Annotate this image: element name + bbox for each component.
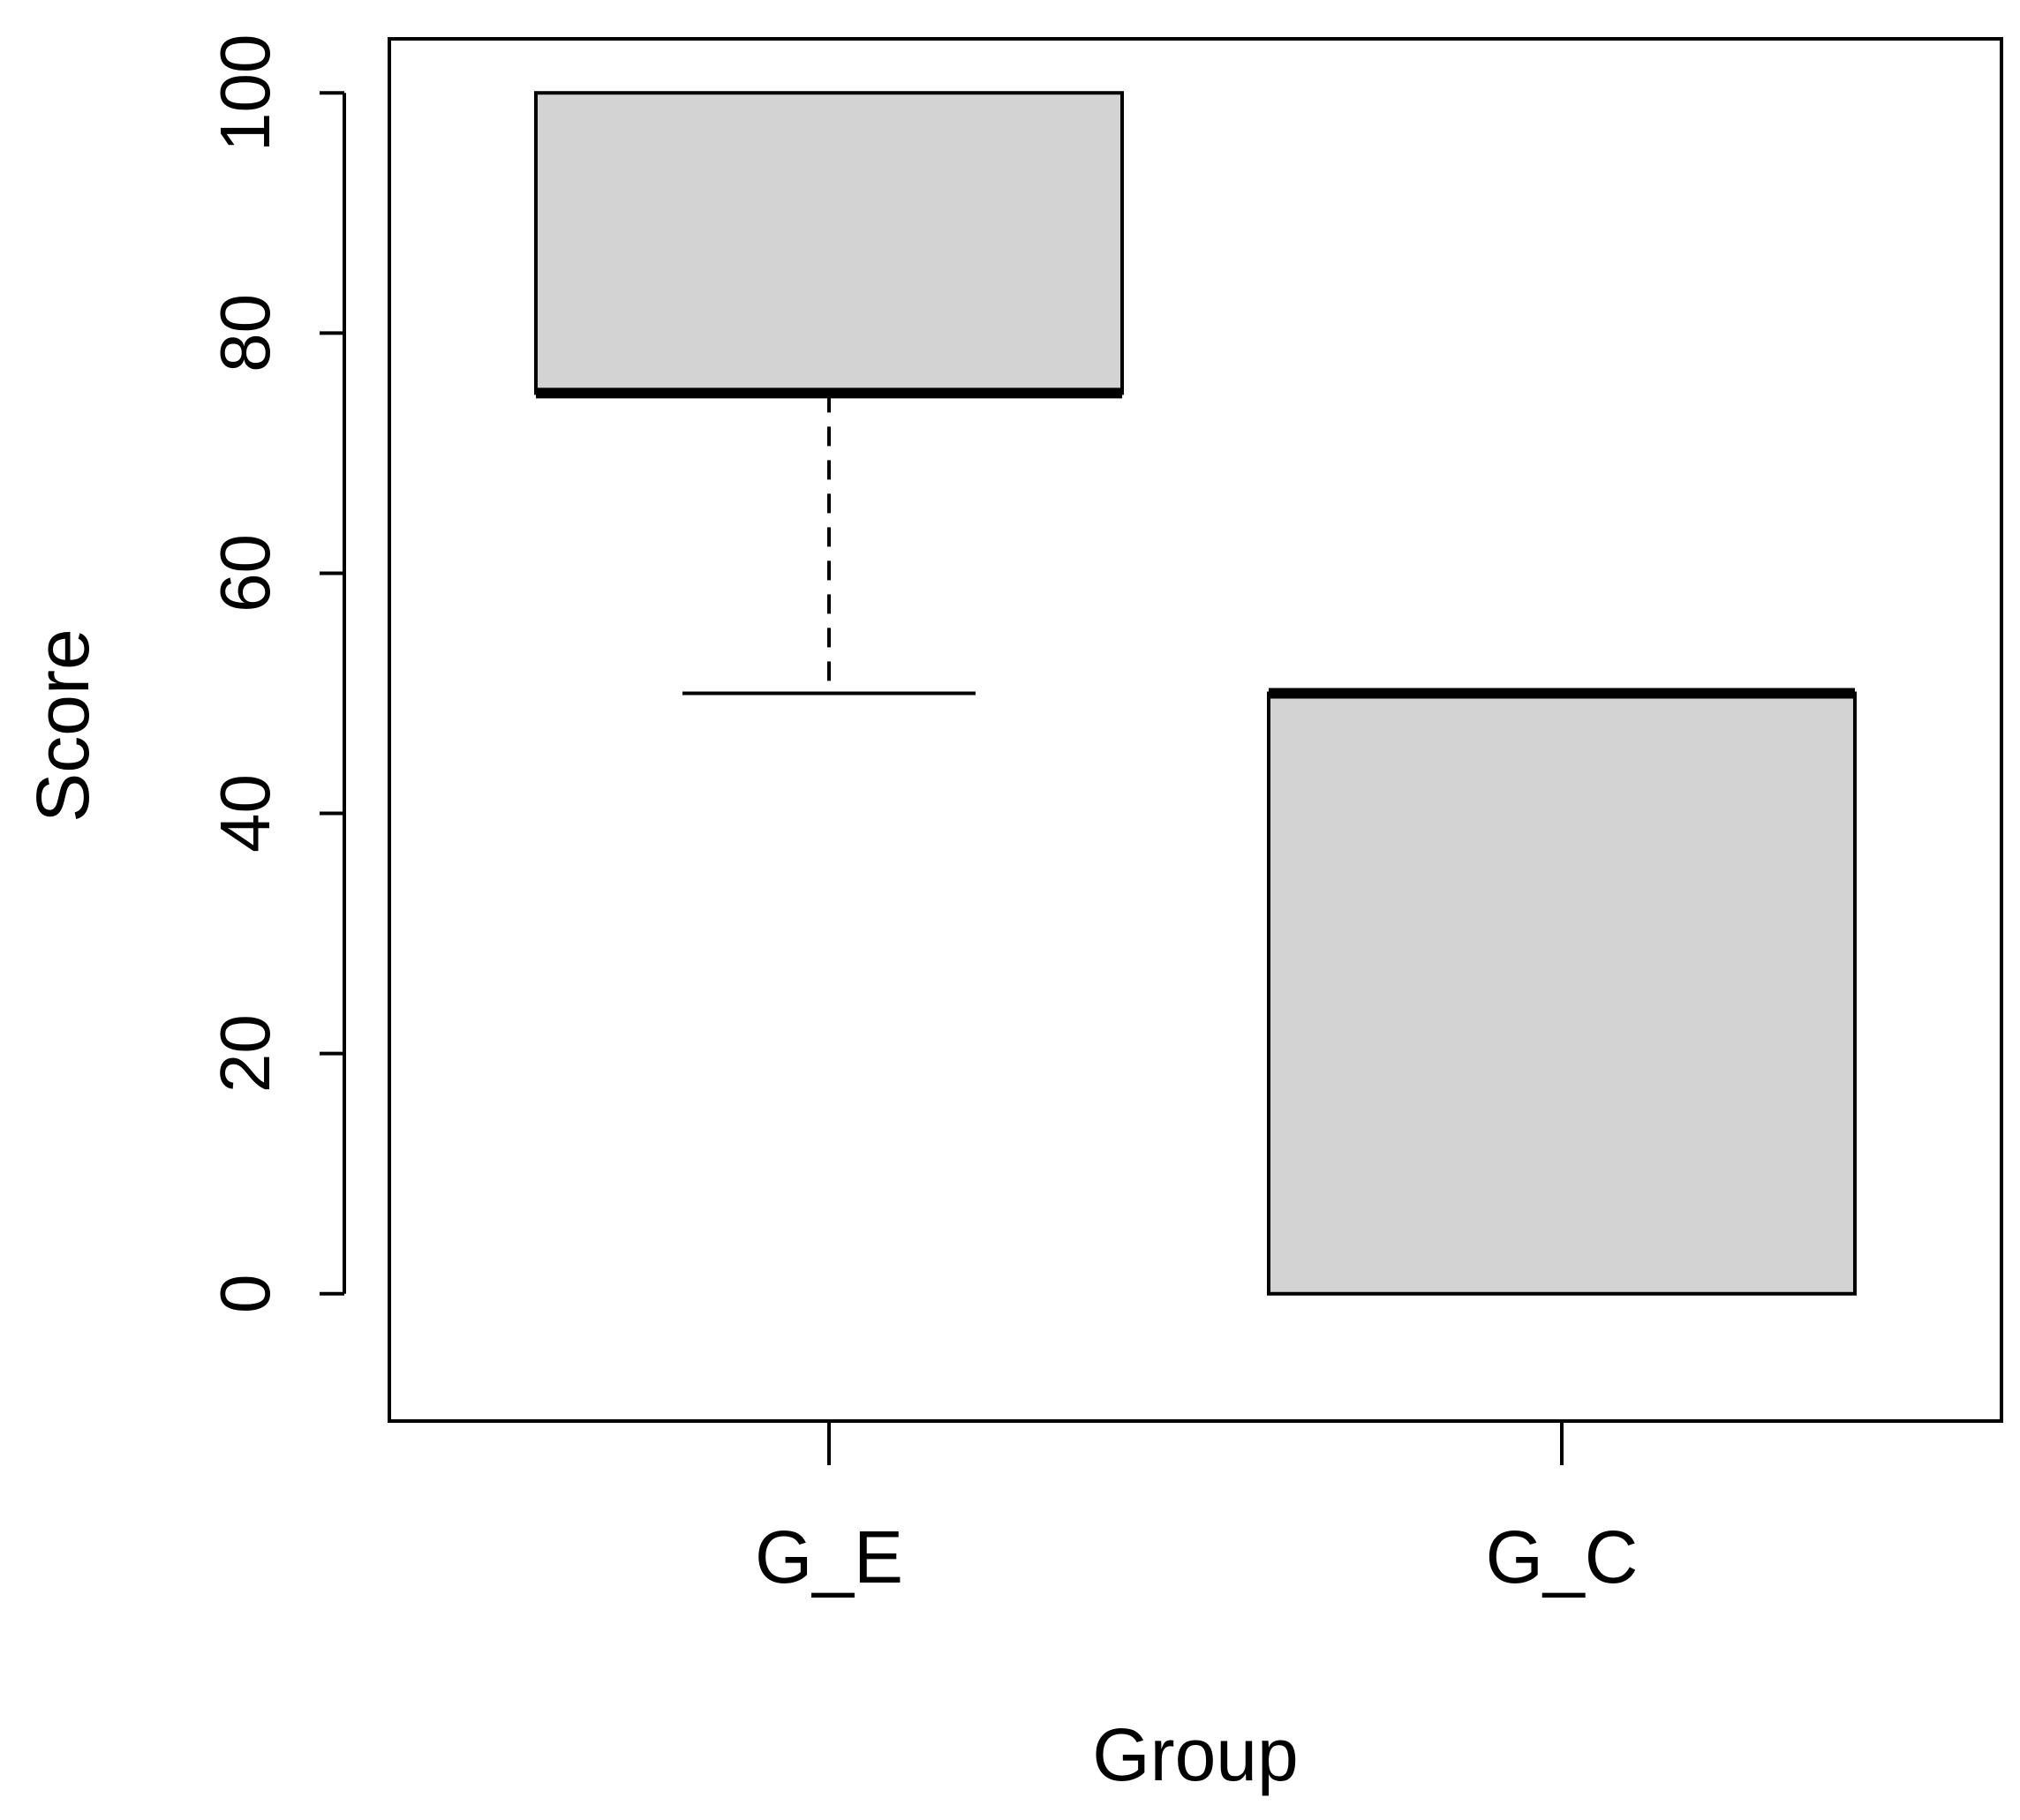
x-axis: G_E G_C [755, 1421, 1638, 1598]
y-tick-label: 80 [206, 294, 284, 372]
x-axis-title: Group [1092, 1713, 1298, 1796]
y-tick-label: 100 [206, 34, 284, 151]
y-tick-label: 60 [206, 534, 284, 613]
y-tick-label: 0 [206, 1275, 284, 1314]
x-tick-label: G_C [1486, 1515, 1639, 1598]
boxes-layer [534, 91, 1857, 1296]
box [534, 91, 1124, 395]
box-group [1267, 688, 1857, 1296]
box [1267, 691, 1857, 1296]
y-tick-label: 40 [206, 774, 284, 853]
x-tick-label: G_E [755, 1515, 903, 1598]
plot-frame [388, 37, 2003, 1423]
y-axis: 0 20 40 60 80 100 [206, 34, 346, 1314]
y-tick-label: 20 [206, 1014, 284, 1093]
y-axis-title: Score [21, 628, 104, 822]
box-group [534, 91, 1124, 696]
